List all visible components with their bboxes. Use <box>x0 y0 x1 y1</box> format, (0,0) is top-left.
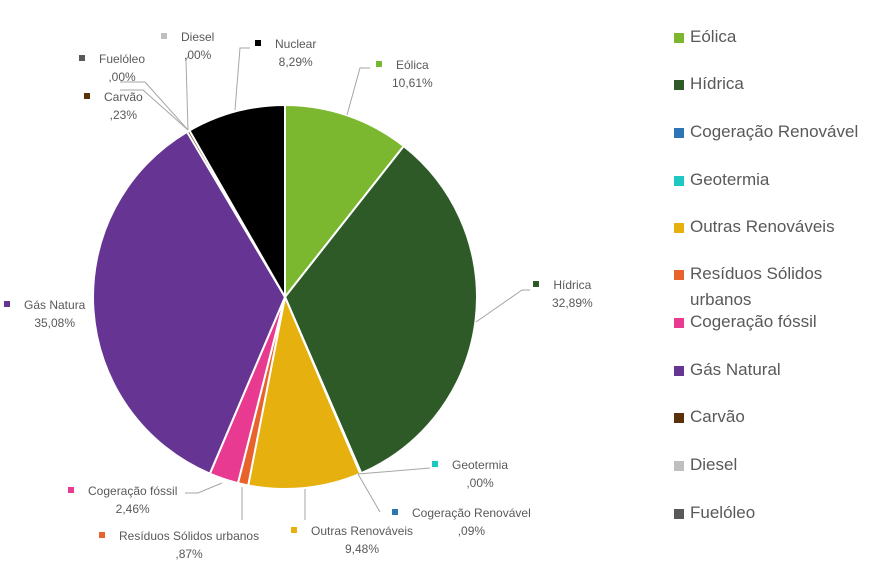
leader-hidrica <box>475 289 530 323</box>
label-name: Eólica <box>396 58 429 72</box>
hidrica-swatch-icon <box>674 80 684 90</box>
legend-label: Resíduos Sólidos urbanos <box>690 264 823 309</box>
label-name: Nuclear <box>275 37 317 51</box>
legend-label: Carvão <box>690 407 745 426</box>
data-label-gas-natural: Gás Natura 35,08% <box>4 296 85 332</box>
data-label-outras-renovaveis: Outras Renováveis 9,48% <box>291 522 413 558</box>
diesel-marker-icon <box>161 32 167 39</box>
data-label-fueloleo: Fuelóleo ,00% <box>79 50 145 86</box>
label-name: Gás Natura <box>24 298 86 312</box>
data-label-cogeracao-renovavel: Cogeração Renovável ,09% <box>392 504 531 540</box>
label-value: 8,29% <box>278 55 313 69</box>
label-name: Resíduos Sólidos urbanos <box>119 529 260 543</box>
legend-label: Geotermia <box>690 170 770 189</box>
nuclear-marker-icon <box>255 39 261 46</box>
carvao-swatch-icon <box>674 413 684 423</box>
leader-cogeracao-renovavel <box>357 473 381 513</box>
leader-carvao <box>120 89 189 131</box>
rsu-marker-icon <box>99 531 105 538</box>
pie-slice-hídrica <box>283 144 478 475</box>
label-value: 9,48% <box>345 542 380 556</box>
legend-label: Diesel <box>690 455 738 474</box>
data-label-geotermia: Geotermia ,00% <box>432 456 508 492</box>
label-value: 2,46% <box>115 502 150 516</box>
leader-fueloleo <box>120 81 189 131</box>
label-name: Cogeração fóssil <box>88 484 178 498</box>
leader-eolica <box>346 67 370 116</box>
legend-label: Fuelóleo <box>690 503 756 522</box>
label-name: Geotermia <box>452 458 509 472</box>
label-value: ,00% <box>184 48 212 62</box>
eolica-swatch-icon <box>674 33 684 43</box>
label-value: ,00% <box>466 476 494 490</box>
pie-slice-eólica <box>284 103 406 300</box>
fueloleo-marker-icon <box>79 54 85 61</box>
leader-cogeracao-fossil <box>185 482 223 494</box>
cogeracao-renovavel-swatch-icon <box>674 128 684 138</box>
label-name: Diesel <box>181 30 215 44</box>
label-value: 10,61% <box>392 76 433 90</box>
leader-lines <box>120 47 530 520</box>
leader-diesel <box>185 54 190 131</box>
hidrica-marker-icon <box>533 280 540 287</box>
data-label-rsu: Resíduos Sólidos urbanos ,87% <box>99 527 259 563</box>
data-label-hidrica: Hídrica 32,89% <box>532 276 593 312</box>
outras-marker-icon <box>291 526 297 533</box>
cogeracao-renovavel-marker-icon <box>392 508 398 515</box>
legend-label: Outras Renováveis <box>690 217 835 236</box>
label-name: Outras Renováveis <box>311 524 414 538</box>
data-label-eolica: Eólica 10,61% <box>372 56 433 92</box>
eolica-marker-icon <box>376 60 382 67</box>
label-value: 35,08% <box>34 316 76 330</box>
pie-slice-nuclear <box>188 103 286 301</box>
label-value: ,00% <box>108 70 136 84</box>
label-value: ,09% <box>457 524 486 538</box>
outras-swatch-icon <box>674 223 684 233</box>
legend-label: Cogeração fóssil <box>690 312 817 331</box>
diesel-swatch-icon <box>674 461 684 471</box>
cogeracao-fossil-marker-icon <box>68 486 74 493</box>
data-label-cogeracao-fossil: Cogeração fóssil 2,46% <box>68 482 177 518</box>
legend-label: Hídrica <box>690 74 744 93</box>
label-name: Fuelóleo <box>99 52 146 66</box>
label-name: Cogeração Renovável <box>412 506 531 520</box>
label-name: Hídrica <box>553 278 592 292</box>
legend-label: Cogeração Renovável <box>690 122 859 141</box>
geotermia-marker-icon <box>432 460 438 467</box>
rsu-swatch-icon <box>674 270 684 280</box>
pie-slices <box>92 103 478 490</box>
leader-nuclear <box>234 47 250 111</box>
legend-label: Gás Natural <box>690 360 781 379</box>
data-label-carvao: Carvão ,23% <box>84 88 143 124</box>
gas-natural-swatch-icon <box>674 366 684 376</box>
leader-geotermia <box>357 467 431 475</box>
legend-label: Eólica <box>690 27 737 46</box>
data-label-diesel: Diesel ,00% <box>161 28 214 64</box>
gas-natural-marker-icon <box>4 300 10 307</box>
carvao-marker-icon <box>84 92 90 99</box>
label-value: ,87% <box>175 547 203 561</box>
data-label-nuclear: Nuclear 8,29% <box>255 35 316 71</box>
label-value: ,23% <box>109 108 138 122</box>
fueloleo-swatch-icon <box>674 509 684 519</box>
cogeracao-fossil-swatch-icon <box>674 318 684 328</box>
label-value: 32,89% <box>552 296 593 310</box>
geotermia-swatch-icon <box>674 176 684 186</box>
label-name: Carvão <box>104 90 143 104</box>
